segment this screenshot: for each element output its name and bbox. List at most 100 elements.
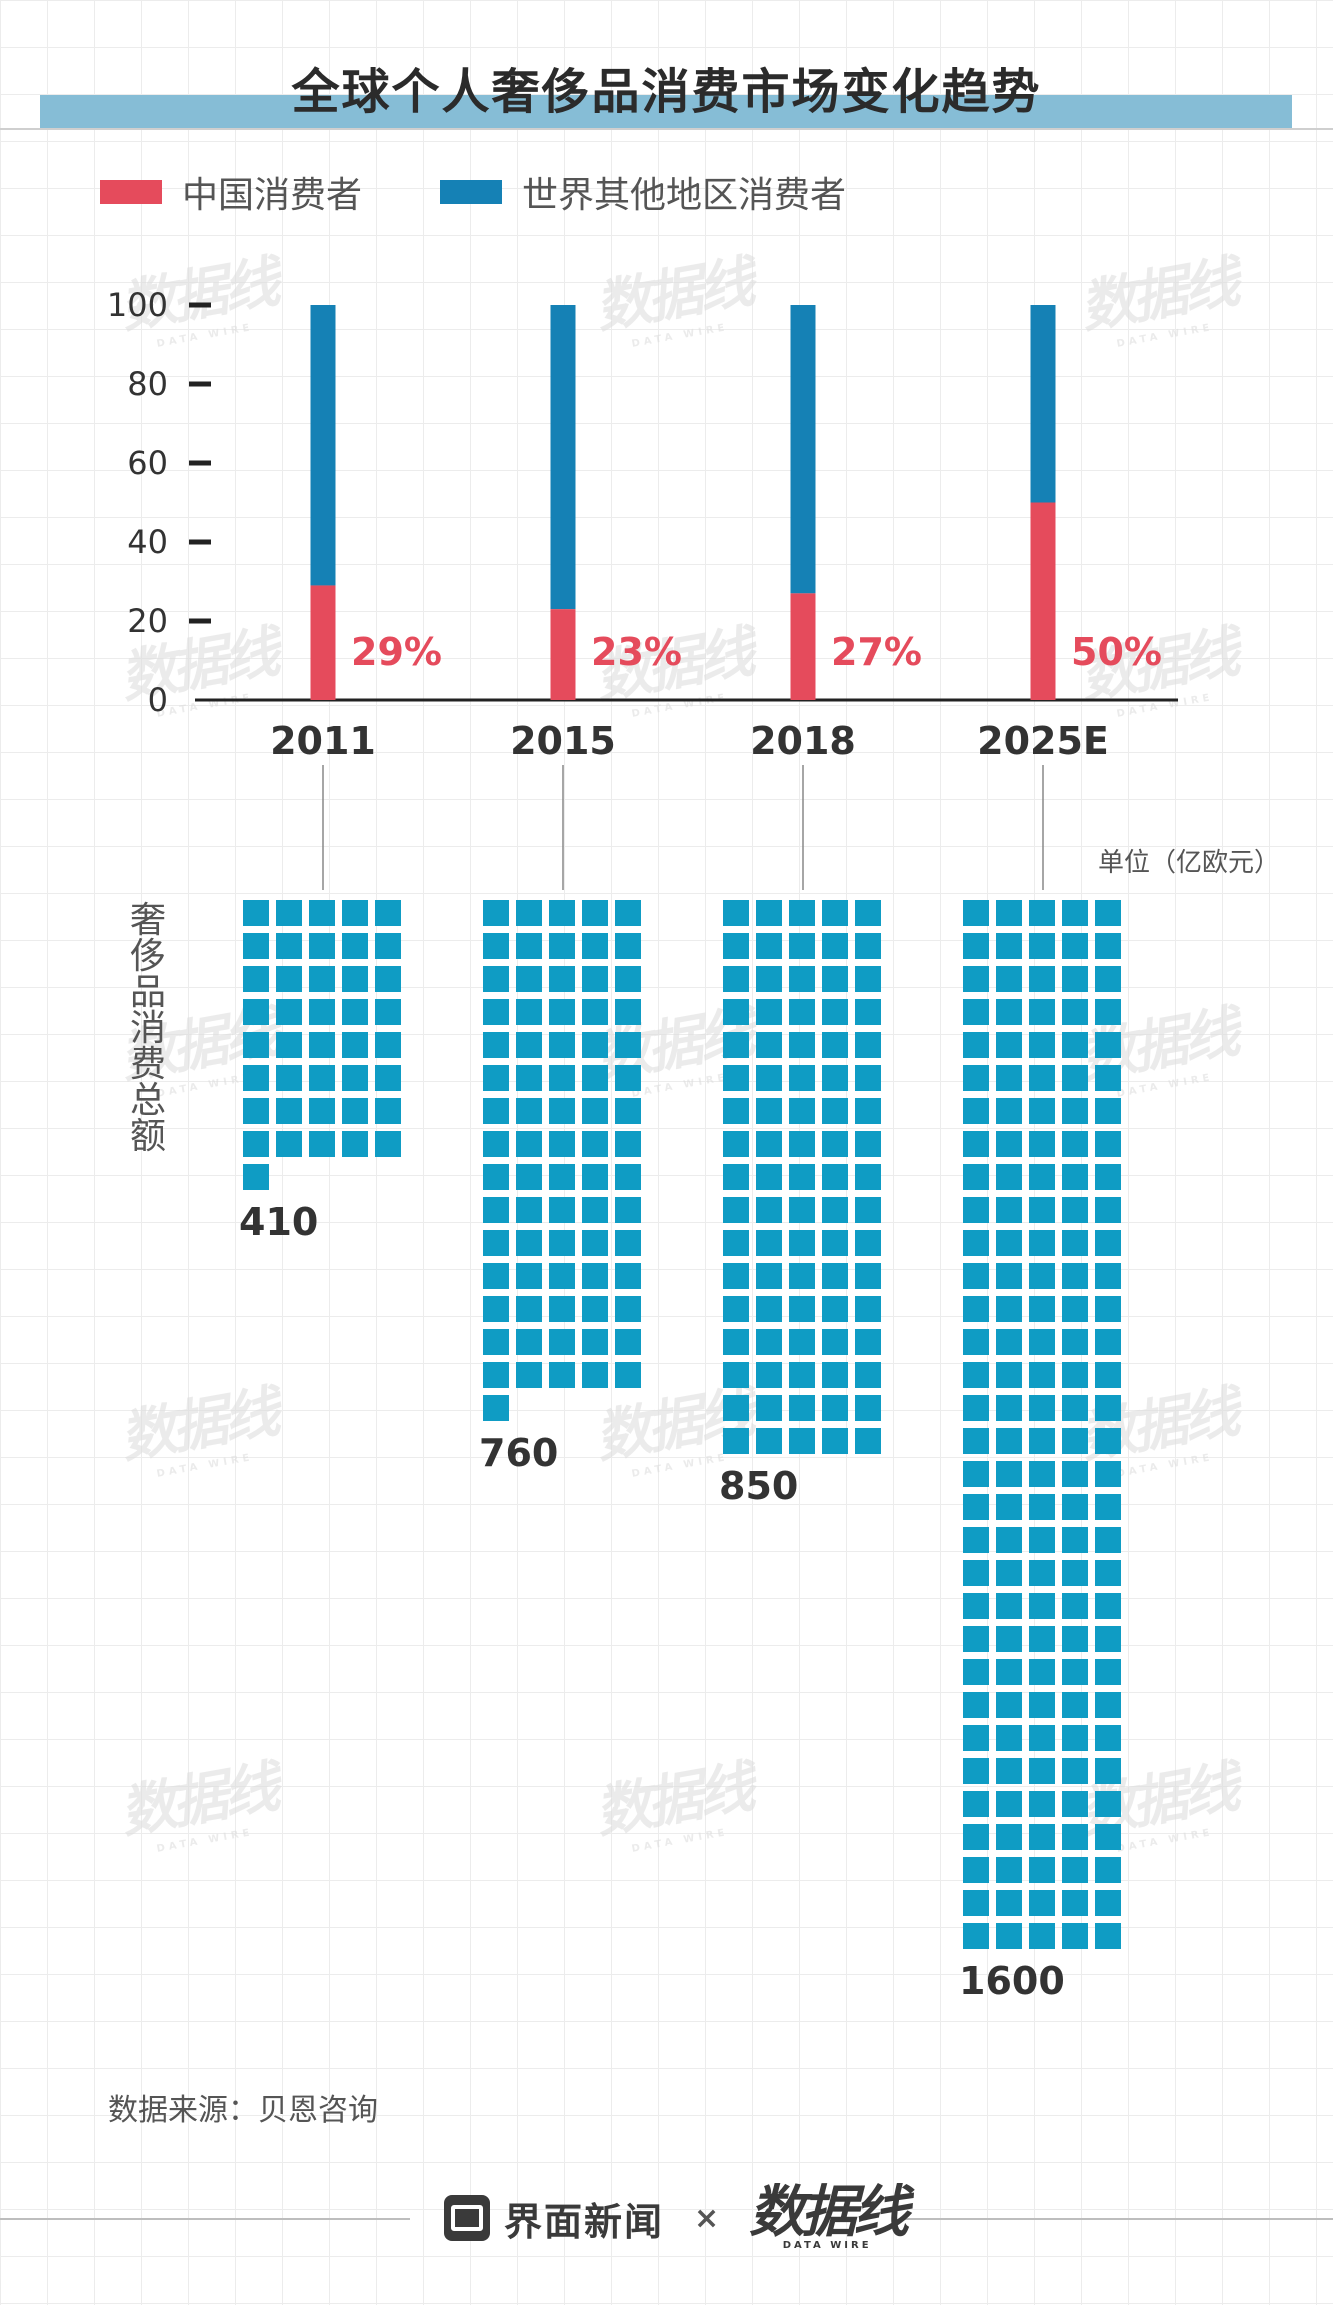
y-tick [189, 302, 211, 308]
bar-rest-2011 [310, 305, 336, 586]
y-tick-label: 60 [127, 444, 168, 482]
total-unit-square [963, 1923, 989, 1949]
total-unit-square [549, 999, 575, 1025]
total-unit-square [1029, 1725, 1055, 1751]
total-unit-square [789, 1230, 815, 1256]
total-unit-square [1029, 1098, 1055, 1124]
total-unit-square [483, 1065, 509, 1091]
total-unit-square [855, 1329, 881, 1355]
total-unit-square [582, 1032, 608, 1058]
total-unit-square [483, 1164, 509, 1190]
total-unit-square [996, 1593, 1022, 1619]
total-unit-square [822, 1329, 848, 1355]
total-unit-square [963, 1494, 989, 1520]
total-unit-square [1029, 1494, 1055, 1520]
total-unit-square [1062, 1626, 1088, 1652]
total-unit-square [723, 1428, 749, 1454]
total-unit-square [549, 900, 575, 926]
total-unit-square [615, 1065, 641, 1091]
total-unit-square [1029, 1065, 1055, 1091]
total-unit-square [1095, 1032, 1121, 1058]
total-unit-square [756, 1131, 782, 1157]
total-unit-square [1095, 1890, 1121, 1916]
total-unit-square [375, 1032, 401, 1058]
total-unit-square [723, 1131, 749, 1157]
total-unit-square [756, 1362, 782, 1388]
total-unit-square [855, 1065, 881, 1091]
total-unit-square [996, 966, 1022, 992]
total-unit-square [996, 1395, 1022, 1421]
total-unit-square [582, 1065, 608, 1091]
total-unit-square [1062, 1692, 1088, 1718]
total-unit-square [1029, 999, 1055, 1025]
total-unit-square [1029, 1395, 1055, 1421]
total-unit-square [1095, 933, 1121, 959]
total-unit-square [549, 1098, 575, 1124]
total-unit-square [276, 900, 302, 926]
total-unit-square [516, 1329, 542, 1355]
total-unit-square [1029, 1791, 1055, 1817]
total-unit-square [615, 900, 641, 926]
total-unit-square [615, 966, 641, 992]
total-unit-square [615, 1329, 641, 1355]
total-unit-square [582, 1131, 608, 1157]
total-unit-square [582, 1263, 608, 1289]
total-unit-square [789, 1329, 815, 1355]
total-unit-square [1029, 1131, 1055, 1157]
total-unit-square [276, 1131, 302, 1157]
total-unit-square [1095, 1131, 1121, 1157]
total-unit-square [723, 1362, 749, 1388]
total-unit-square [309, 1032, 335, 1058]
total-unit-square [789, 1065, 815, 1091]
total-unit-square [723, 1296, 749, 1322]
total-unit-square [582, 966, 608, 992]
total-unit-square [1062, 1296, 1088, 1322]
total-unit-square [1029, 1890, 1055, 1916]
total-unit-square [1062, 1725, 1088, 1751]
total-unit-square [615, 1098, 641, 1124]
total-unit-square [789, 1395, 815, 1421]
total-unit-square [615, 1131, 641, 1157]
total-unit-square [1062, 1428, 1088, 1454]
y-tick [189, 381, 211, 387]
total-unit-square [963, 1791, 989, 1817]
total-unit-square [375, 999, 401, 1025]
total-unit-square [1029, 1263, 1055, 1289]
total-unit-square [1095, 999, 1121, 1025]
total-unit-square [963, 999, 989, 1025]
total-unit-square [243, 1098, 269, 1124]
total-unit-square [1062, 1494, 1088, 1520]
total-unit-square [996, 1692, 1022, 1718]
total-unit-square [516, 1065, 542, 1091]
total-unit-square [483, 1197, 509, 1223]
footer-brand: 界面新闻 [504, 2199, 665, 2244]
total-unit-square [1095, 1197, 1121, 1223]
total-unit-square [1029, 966, 1055, 992]
total-unit-square [1029, 1560, 1055, 1586]
total-unit-square [822, 1032, 848, 1058]
total-unit-square [1095, 1461, 1121, 1487]
total-unit-square [1095, 1296, 1121, 1322]
total-unit-square [516, 1230, 542, 1256]
total-unit-square [582, 1230, 608, 1256]
total-unit-square [1062, 1164, 1088, 1190]
total-unit-square [483, 1263, 509, 1289]
total-unit-square [483, 1098, 509, 1124]
total-unit-square [756, 1395, 782, 1421]
total-unit-square [855, 1197, 881, 1223]
total-unit-square [1062, 1065, 1088, 1091]
total-unit-square [243, 1065, 269, 1091]
total-unit-square [549, 1065, 575, 1091]
total-unit-square [276, 1032, 302, 1058]
total-unit-square [549, 1197, 575, 1223]
total-unit-square [1095, 1725, 1121, 1751]
total-unit-square [1062, 1791, 1088, 1817]
page-title: 全球个人奢侈品消费市场变化趋势 [291, 64, 1042, 120]
total-unit-square [1029, 1626, 1055, 1652]
total-unit-square [756, 1263, 782, 1289]
total-unit-square [342, 1131, 368, 1157]
total-unit-square [1095, 1626, 1121, 1652]
total-unit-square [1029, 1197, 1055, 1223]
total-unit-square [996, 1263, 1022, 1289]
total-unit-square [375, 1065, 401, 1091]
